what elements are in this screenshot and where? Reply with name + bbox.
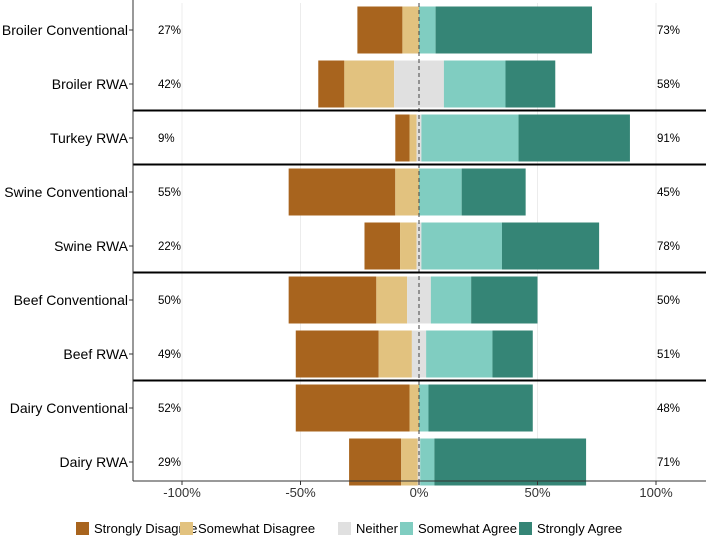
legend: Strongly Disagree Somewhat Disagree Neithe… bbox=[76, 521, 622, 536]
right-total-label: 71% bbox=[657, 457, 680, 469]
bar-broiler-conventional-strongly-disagree bbox=[357, 6, 403, 54]
x-tick-label: 0% bbox=[410, 485, 429, 500]
bar-swine-conventional-somewhat-agree bbox=[419, 168, 462, 216]
right-total-label: 78% bbox=[657, 241, 680, 253]
left-total-label: 29% bbox=[158, 457, 181, 469]
bar-swine-conventional-strongly-disagree bbox=[288, 168, 396, 216]
bar-swine-conventional-somewhat-disagree bbox=[395, 168, 419, 216]
right-total-label: 45% bbox=[657, 187, 680, 199]
left-total-label: 49% bbox=[158, 349, 181, 361]
bar-dairy-rwa-somewhat-disagree bbox=[401, 438, 418, 486]
labels: Broiler Conventional 27% 73% Broiler RWA 42%… bbox=[2, 22, 680, 500]
bar-beef-conventional-strongly-agree bbox=[471, 276, 538, 324]
legend-label-somewhat-disagree: Somewhat Disagree bbox=[198, 521, 315, 536]
bar-beef-conventional-somewhat-agree bbox=[430, 276, 472, 324]
category-label: Dairy RWA bbox=[60, 454, 129, 470]
category-label: Swine RWA bbox=[54, 238, 129, 254]
category-label: Dairy Conventional bbox=[10, 400, 128, 416]
right-total-label: 73% bbox=[657, 25, 680, 37]
bar-turkey-rwa-strongly-disagree bbox=[395, 114, 410, 162]
bars bbox=[288, 6, 630, 486]
bar-dairy-conventional-somewhat-disagree bbox=[409, 384, 419, 432]
right-total-label: 48% bbox=[657, 403, 680, 415]
right-total-label: 58% bbox=[657, 79, 680, 91]
bar-beef-rwa-somewhat-disagree bbox=[378, 330, 412, 378]
bar-swine-conventional-strongly-agree bbox=[461, 168, 526, 216]
bar-broiler-conventional-strongly-agree bbox=[435, 6, 593, 54]
bar-swine-rwa-strongly-agree bbox=[501, 222, 600, 270]
left-total-label: 9% bbox=[158, 133, 175, 145]
plot-frame bbox=[129, 0, 706, 485]
bar-broiler-rwa-somewhat-agree bbox=[443, 60, 506, 108]
right-total-label: 50% bbox=[657, 295, 680, 307]
legend-swatch-neither bbox=[338, 522, 351, 535]
legend-label-somewhat-agree: Somewhat Agree bbox=[418, 521, 517, 536]
category-label: Turkey RWA bbox=[50, 130, 129, 146]
bar-beef-conventional-strongly-disagree bbox=[288, 276, 377, 324]
legend-label-neither: Neither bbox=[356, 521, 399, 536]
bar-beef-rwa-somewhat-agree bbox=[426, 330, 493, 378]
bar-dairy-conventional-strongly-disagree bbox=[295, 384, 410, 432]
bar-beef-conventional-somewhat-disagree bbox=[376, 276, 408, 324]
category-label: Beef Conventional bbox=[14, 292, 128, 308]
bar-turkey-rwa-somewhat-disagree bbox=[409, 114, 417, 162]
bar-broiler-conventional-somewhat-agree bbox=[419, 6, 436, 54]
right-total-label: 51% bbox=[657, 349, 680, 361]
left-total-label: 50% bbox=[158, 295, 181, 307]
legend-swatch-somewhat-disagree bbox=[180, 522, 193, 535]
category-label: Broiler Conventional bbox=[2, 22, 128, 38]
bar-dairy-rwa-strongly-disagree bbox=[349, 438, 402, 486]
left-total-label: 42% bbox=[158, 79, 181, 91]
left-total-label: 52% bbox=[158, 403, 181, 415]
bar-broiler-rwa-strongly-agree bbox=[505, 60, 556, 108]
right-total-label: 91% bbox=[657, 133, 680, 145]
legend-label-strongly-disagree: Strongly Disagree bbox=[94, 521, 197, 536]
bar-dairy-conventional-somewhat-agree bbox=[419, 384, 429, 432]
bar-swine-rwa-somewhat-disagree bbox=[400, 222, 417, 270]
bar-beef-rwa-strongly-disagree bbox=[295, 330, 379, 378]
legend-swatch-strongly-agree bbox=[519, 522, 532, 535]
legend-swatch-strongly-disagree bbox=[76, 522, 89, 535]
bar-swine-rwa-neither bbox=[416, 222, 422, 270]
bar-broiler-rwa-strongly-disagree bbox=[318, 60, 345, 108]
category-label: Swine Conventional bbox=[4, 184, 128, 200]
x-tick-label: -100% bbox=[163, 485, 201, 500]
bar-dairy-rwa-strongly-agree bbox=[434, 438, 587, 486]
left-total-label: 22% bbox=[158, 241, 181, 253]
bar-dairy-rwa-somewhat-agree bbox=[420, 438, 435, 486]
bar-broiler-rwa-somewhat-disagree bbox=[344, 60, 395, 108]
bar-swine-rwa-strongly-disagree bbox=[364, 222, 401, 270]
bar-turkey-rwa-somewhat-agree bbox=[421, 114, 519, 162]
category-label: Beef RWA bbox=[63, 346, 128, 362]
left-total-label: 55% bbox=[158, 187, 181, 199]
bar-turkey-rwa-strongly-agree bbox=[518, 114, 630, 162]
x-tick-label: 50% bbox=[524, 485, 550, 500]
bar-beef-rwa-strongly-agree bbox=[492, 330, 533, 378]
x-tick-label: -50% bbox=[285, 485, 316, 500]
legend-label-strongly-agree: Strongly Agree bbox=[537, 521, 622, 536]
category-label: Broiler RWA bbox=[52, 76, 129, 92]
x-tick-label: 100% bbox=[639, 485, 673, 500]
left-total-label: 27% bbox=[158, 25, 181, 37]
bar-dairy-conventional-strongly-agree bbox=[428, 384, 533, 432]
bar-broiler-conventional-somewhat-disagree bbox=[402, 6, 419, 54]
bar-swine-rwa-somewhat-agree bbox=[421, 222, 502, 270]
legend-swatch-somewhat-agree bbox=[400, 522, 413, 535]
